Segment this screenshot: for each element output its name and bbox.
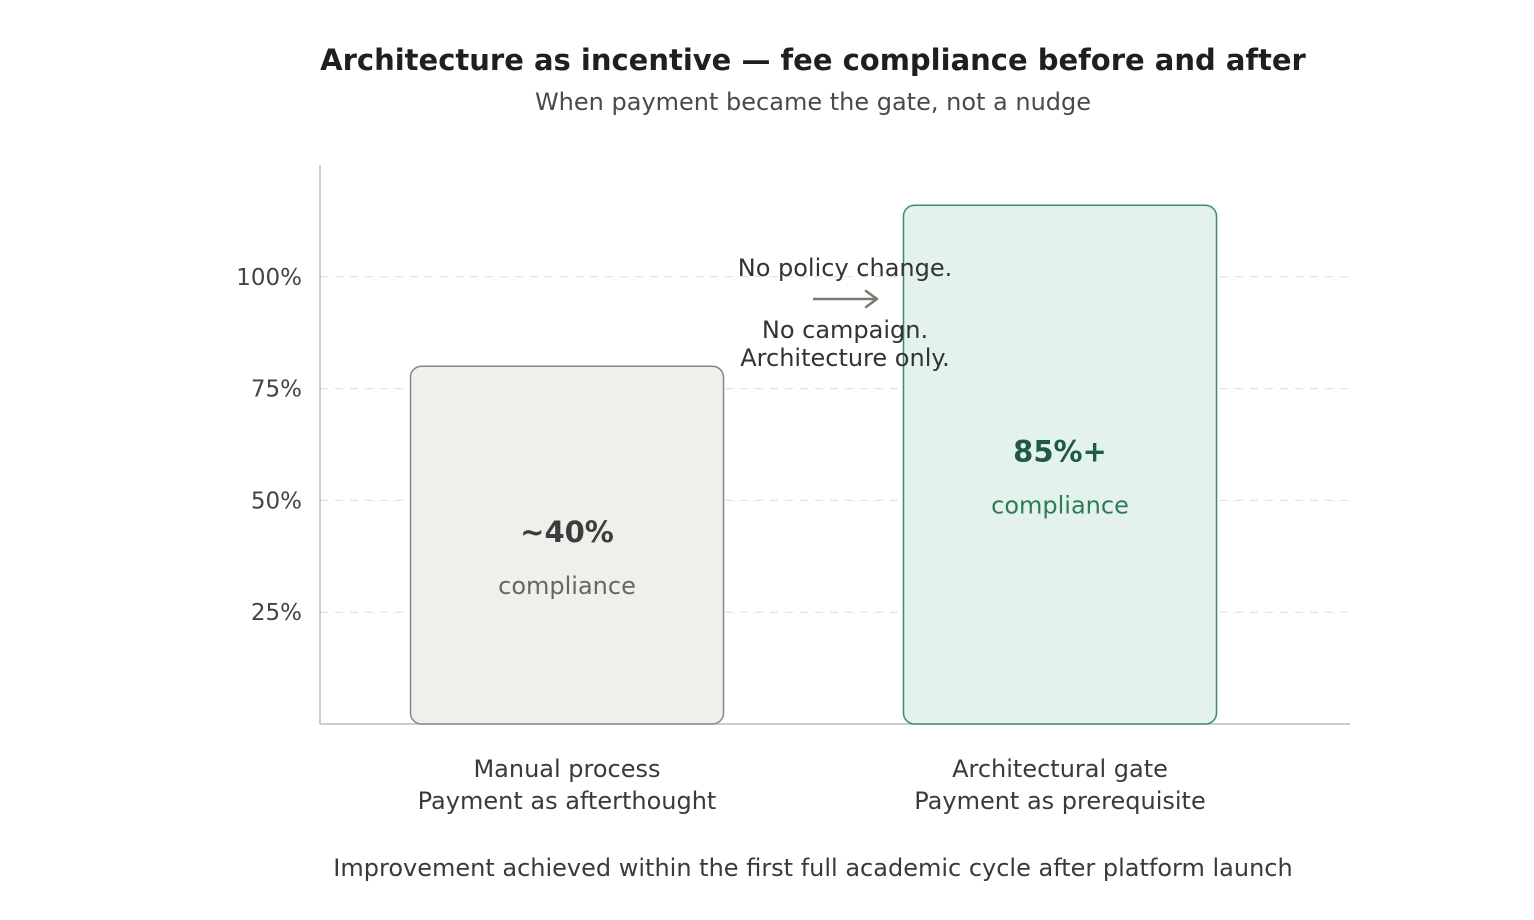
bar-sub-label: compliance xyxy=(991,492,1129,520)
annotation: No policy change. No campaign.Architectur… xyxy=(738,254,953,372)
y-tick-label: 25% xyxy=(251,600,302,626)
annotation-arrow-head xyxy=(864,289,879,309)
x-category-label: Payment as prerequisite xyxy=(914,787,1205,815)
bar-value-label: 85%+ xyxy=(1013,435,1107,469)
bars xyxy=(409,204,1218,725)
bar-architectural-gate xyxy=(902,204,1218,725)
x-category-label: Payment as afterthought xyxy=(418,787,717,815)
y-tick-label: 75% xyxy=(251,377,302,403)
x-category-label: Manual process xyxy=(473,755,660,783)
chart-subtitle: When payment became the gate, not a nudg… xyxy=(535,88,1091,116)
bar-sub-label: compliance xyxy=(498,572,636,600)
bar-value-label: ~40% xyxy=(520,515,614,549)
y-tick-label: 50% xyxy=(251,488,302,514)
annotation-line: No policy change. xyxy=(738,254,953,282)
bar-labels: ~40% compliance 85%+ compliance xyxy=(498,435,1129,600)
y-tick-label: 100% xyxy=(236,265,302,291)
annotation-line: Architecture only. xyxy=(740,344,950,372)
footnote: Improvement achieved within the first fu… xyxy=(333,854,1292,882)
x-category-label: Architectural gate xyxy=(952,755,1168,783)
bar-manual-process xyxy=(409,365,725,725)
chart-title: Architecture as incentive — fee complian… xyxy=(320,43,1306,77)
axes: 25% 50% 75% 100% Manual process Payment as af… xyxy=(236,165,1350,815)
annotation-line: No campaign. xyxy=(762,316,928,344)
